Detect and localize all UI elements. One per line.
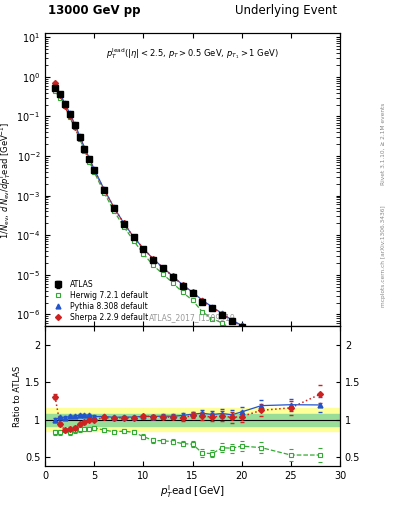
Sherpa 2.2.9 default — [131, 234, 136, 240]
Pythia 8.308 default — [171, 273, 175, 280]
Sherpa 2.2.9 default — [318, 362, 323, 369]
Herwig 7.2.1 default — [82, 147, 87, 154]
Herwig 7.2.1 default — [220, 320, 224, 326]
Herwig 7.2.1 default — [131, 238, 136, 244]
Herwig 7.2.1 default — [151, 262, 156, 268]
Herwig 7.2.1 default — [239, 332, 244, 338]
Pythia 8.308 default — [82, 144, 87, 151]
Bar — [45, 414, 340, 425]
Pythia 8.308 default — [131, 234, 136, 240]
Sherpa 2.2.9 default — [288, 349, 293, 355]
Sherpa 2.2.9 default — [190, 289, 195, 295]
Sherpa 2.2.9 default — [62, 103, 67, 110]
Pythia 8.308 default — [210, 304, 215, 310]
Sherpa 2.2.9 default — [239, 323, 244, 329]
Herwig 7.2.1 default — [141, 251, 146, 257]
Sherpa 2.2.9 default — [121, 220, 126, 226]
Sherpa 2.2.9 default — [220, 311, 224, 317]
Text: mcplots.cern.ch [arXiv:1306.3436]: mcplots.cern.ch [arXiv:1306.3436] — [381, 205, 386, 307]
Sherpa 2.2.9 default — [77, 135, 82, 141]
Herwig 7.2.1 default — [62, 103, 67, 110]
Pythia 8.308 default — [121, 220, 126, 226]
Pythia 8.308 default — [151, 256, 156, 262]
Text: Rivet 3.1.10, ≥ 2.1M events: Rivet 3.1.10, ≥ 2.1M events — [381, 102, 386, 184]
Pythia 8.308 default — [102, 186, 107, 193]
Herwig 7.2.1 default — [190, 297, 195, 304]
Herwig 7.2.1 default — [53, 88, 57, 94]
Pythia 8.308 default — [62, 100, 67, 106]
Herwig 7.2.1 default — [210, 315, 215, 322]
Sherpa 2.2.9 default — [72, 124, 77, 130]
Line: Pythia 8.308 default: Pythia 8.308 default — [53, 86, 323, 370]
Pythia 8.308 default — [230, 317, 234, 323]
Sherpa 2.2.9 default — [102, 186, 107, 193]
Herwig 7.2.1 default — [77, 136, 82, 142]
Y-axis label: $1/N_{\rm ev},\, d\,N_{\rm ev}/dp_T^{\rm l}{\rm ead}\ [{\rm GeV}^{-1}]$: $1/N_{\rm ev},\, d\,N_{\rm ev}/dp_T^{\rm… — [0, 121, 13, 239]
Pythia 8.308 default — [92, 166, 97, 173]
Herwig 7.2.1 default — [230, 326, 234, 332]
Pythia 8.308 default — [77, 133, 82, 139]
Pythia 8.308 default — [161, 265, 165, 271]
Herwig 7.2.1 default — [259, 344, 264, 350]
Sherpa 2.2.9 default — [161, 265, 165, 271]
Herwig 7.2.1 default — [121, 224, 126, 230]
Pythia 8.308 default — [288, 349, 293, 355]
Sherpa 2.2.9 default — [210, 305, 215, 311]
Sherpa 2.2.9 default — [112, 204, 116, 210]
Pythia 8.308 default — [53, 85, 57, 91]
Herwig 7.2.1 default — [200, 309, 205, 315]
Herwig 7.2.1 default — [288, 363, 293, 369]
Text: $p_T^{\rm lead}(|\eta| < 2.5,\, p_T > 0.5\ {\rm GeV},\, p_{T_1} > 1\ {\rm GeV})$: $p_T^{\rm lead}(|\eta| < 2.5,\, p_T > 0.… — [106, 47, 279, 61]
Legend: ATLAS, Herwig 7.2.1 default, Pythia 8.308 default, Sherpa 2.2.9 default: ATLAS, Herwig 7.2.1 default, Pythia 8.30… — [48, 278, 150, 324]
Pythia 8.308 default — [87, 155, 92, 161]
Herwig 7.2.1 default — [72, 124, 77, 131]
Pythia 8.308 default — [200, 297, 205, 304]
Herwig 7.2.1 default — [57, 95, 62, 101]
X-axis label: $p_T^{\rm l}$ead [GeV]: $p_T^{\rm l}$ead [GeV] — [160, 483, 225, 500]
Text: 13000 GeV pp: 13000 GeV pp — [48, 4, 141, 17]
Pythia 8.308 default — [112, 204, 116, 210]
Herwig 7.2.1 default — [102, 189, 107, 196]
Sherpa 2.2.9 default — [141, 246, 146, 252]
Pythia 8.308 default — [180, 282, 185, 288]
Sherpa 2.2.9 default — [259, 334, 264, 340]
Sherpa 2.2.9 default — [200, 298, 205, 304]
Pythia 8.308 default — [190, 289, 195, 295]
Sherpa 2.2.9 default — [82, 146, 87, 152]
Herwig 7.2.1 default — [161, 271, 165, 278]
Pythia 8.308 default — [141, 246, 146, 252]
Text: Underlying Event: Underlying Event — [235, 4, 337, 17]
Herwig 7.2.1 default — [112, 208, 116, 214]
Sherpa 2.2.9 default — [230, 317, 234, 324]
Pythia 8.308 default — [259, 333, 264, 339]
Pythia 8.308 default — [318, 365, 323, 371]
Sherpa 2.2.9 default — [171, 273, 175, 280]
Pythia 8.308 default — [72, 121, 77, 127]
Pythia 8.308 default — [239, 323, 244, 329]
Herwig 7.2.1 default — [180, 289, 185, 295]
Herwig 7.2.1 default — [87, 159, 92, 165]
Bar — [45, 409, 340, 431]
Herwig 7.2.1 default — [92, 169, 97, 175]
Sherpa 2.2.9 default — [53, 80, 57, 87]
Herwig 7.2.1 default — [68, 114, 72, 120]
Y-axis label: Ratio to ATLAS: Ratio to ATLAS — [13, 366, 22, 427]
Sherpa 2.2.9 default — [57, 92, 62, 98]
Herwig 7.2.1 default — [318, 379, 323, 385]
Sherpa 2.2.9 default — [87, 156, 92, 162]
Line: Sherpa 2.2.9 default: Sherpa 2.2.9 default — [53, 81, 322, 368]
Herwig 7.2.1 default — [171, 280, 175, 286]
Line: Herwig 7.2.1 default: Herwig 7.2.1 default — [53, 89, 323, 384]
Pythia 8.308 default — [68, 110, 72, 116]
Text: ATLAS_2017_I1509919: ATLAS_2017_I1509919 — [149, 313, 236, 322]
Sherpa 2.2.9 default — [180, 283, 185, 289]
Pythia 8.308 default — [220, 310, 224, 316]
Sherpa 2.2.9 default — [68, 113, 72, 119]
Sherpa 2.2.9 default — [151, 256, 156, 262]
Pythia 8.308 default — [57, 91, 62, 97]
Sherpa 2.2.9 default — [92, 167, 97, 173]
